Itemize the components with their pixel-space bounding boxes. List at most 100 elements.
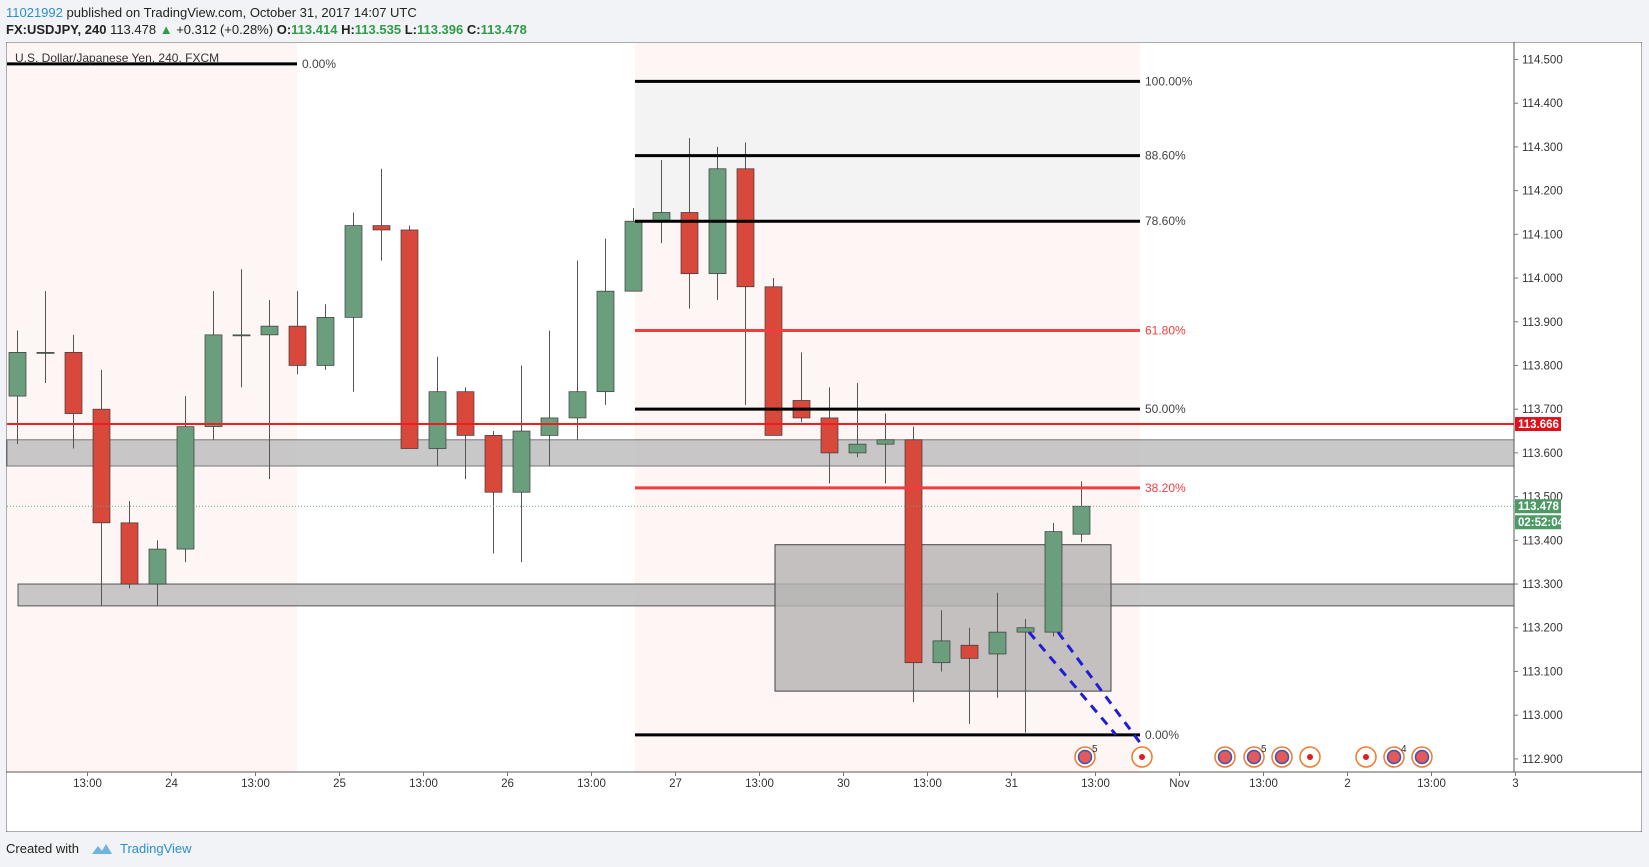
open-value: 113.414 <box>291 22 338 37</box>
candle-body-down <box>456 391 475 436</box>
candle-body-down <box>960 644 979 659</box>
symbol-label: FX:USDJPY, 240 <box>6 22 107 37</box>
candle-body-up <box>932 640 951 664</box>
low-label: L: <box>404 22 417 37</box>
time-tick-label: 25 <box>333 778 346 790</box>
author-link[interactable]: 11021992 <box>6 5 63 20</box>
created-with-text: Created with <box>6 841 79 856</box>
flag-center <box>1274 749 1290 765</box>
candle-body-down <box>680 212 699 275</box>
candlestick-chart[interactable]: 0.00%100.00%88.60%78.60%61.80%50.00%38.2… <box>5 41 1643 833</box>
symbol-info-bar: FX:USDJPY, 240 113.478 ▲ +0.312 (+0.28%)… <box>6 22 527 38</box>
candle <box>820 387 839 484</box>
fib-label: 100.00% <box>1145 74 1193 88</box>
time-tick-label: 3 <box>1512 778 1518 790</box>
candle <box>960 627 979 724</box>
tradingview-logo-icon <box>91 844 112 854</box>
event-dot <box>1363 754 1369 760</box>
price-tick-label: 114.200 <box>1522 186 1563 198</box>
countdown-tag: 02:52:04 <box>1518 517 1565 529</box>
close-value: 113.478 <box>480 22 527 37</box>
candle-body-up <box>988 631 1007 655</box>
flag-center <box>1246 749 1262 765</box>
event-count-badge: 5 <box>1261 744 1267 755</box>
candle <box>260 299 279 480</box>
candle-body-up <box>148 548 167 585</box>
us-flag-event-icon: 4 <box>1383 744 1407 768</box>
price-tick-label: 114.000 <box>1522 273 1563 285</box>
candle-body-down <box>288 325 307 366</box>
candle-body-down <box>400 229 419 449</box>
candle-body-up <box>1044 531 1063 633</box>
publish-info: 11021992 published on TradingView.com, O… <box>6 5 417 21</box>
candle <box>568 260 587 440</box>
time-tick-label: 13:00 <box>745 778 774 790</box>
chart-frame[interactable]: 0.00% 100.00% 88.60% 78.60% 61.80% 50.00% 38.2… <box>5 41 1643 833</box>
fib-label: 50.00% <box>1145 402 1186 416</box>
candle <box>624 208 643 292</box>
time-tick-label: 13:00 <box>1417 778 1446 790</box>
candle <box>8 330 27 445</box>
price-tick-label: 114.300 <box>1522 142 1563 154</box>
candle <box>120 500 139 589</box>
candle-body-up <box>176 426 195 550</box>
candle-body-down <box>64 352 83 414</box>
candle-body-up <box>344 225 363 318</box>
open-label: O: <box>276 22 292 37</box>
price-tick-label: 113.600 <box>1522 448 1563 460</box>
event-dot <box>1307 754 1313 760</box>
time-tick-label: 26 <box>501 778 514 790</box>
price-tick-label: 114.500 <box>1522 54 1563 66</box>
candle-body-up <box>8 352 27 397</box>
flag-center <box>1077 749 1093 765</box>
candle <box>92 369 111 606</box>
candle-body-up <box>1016 627 1035 633</box>
candle <box>1072 481 1091 543</box>
event-count-badge: 4 <box>1401 744 1407 755</box>
high-label: H: <box>341 22 355 37</box>
flag-center <box>1217 749 1233 765</box>
projection-line <box>1056 631 1154 760</box>
chart-title: U.S. Dollar/Japanese Yen, 240, FXCM <box>15 51 219 65</box>
candle-body-up <box>568 391 587 419</box>
candle <box>848 382 867 458</box>
candle-body-up <box>596 290 615 393</box>
support-zone <box>17 583 1515 607</box>
candle-body-down <box>92 408 111 524</box>
candle-body-up <box>204 334 223 428</box>
price-tick-label: 113.200 <box>1522 623 1563 635</box>
candle-body-up <box>848 443 867 454</box>
candle <box>512 365 531 563</box>
flag-center <box>1386 749 1402 765</box>
tradingview-brand-link[interactable]: TradingView <box>120 841 192 856</box>
flag-center <box>1414 749 1430 765</box>
time-tick-label: 13:00 <box>913 778 942 790</box>
time-tick-label: 13:00 <box>73 778 102 790</box>
candle <box>876 413 895 484</box>
candle-body-down <box>904 439 923 664</box>
candle-body-down <box>372 225 391 231</box>
candle <box>64 334 83 449</box>
event-dot-icon <box>1131 746 1153 768</box>
time-tick-label: 27 <box>669 778 682 790</box>
candle <box>764 278 783 436</box>
event-dot-icon <box>1355 746 1377 768</box>
candle <box>596 238 615 405</box>
price-tick-label: 114.400 <box>1522 98 1563 110</box>
candle-body-up <box>876 439 895 445</box>
publish-text: published on TradingView.com, October 31… <box>66 5 417 20</box>
resistance-zone <box>6 439 1515 467</box>
time-tick-label: 13:00 <box>1249 778 1278 790</box>
time-tick-label: 24 <box>165 778 178 790</box>
fib-label: 0.00% <box>1145 728 1179 742</box>
candle <box>204 291 223 440</box>
session-shade-left <box>7 43 297 772</box>
up-triangle-icon: ▲ <box>159 22 173 37</box>
candle <box>1044 522 1063 637</box>
candle <box>36 291 55 383</box>
time-tick-label: 31 <box>1005 778 1018 790</box>
price-tick-label: 112.900 <box>1522 754 1563 766</box>
candle <box>232 269 251 388</box>
us-flag-event-icon <box>1271 746 1293 768</box>
candle-body-down <box>736 168 755 288</box>
